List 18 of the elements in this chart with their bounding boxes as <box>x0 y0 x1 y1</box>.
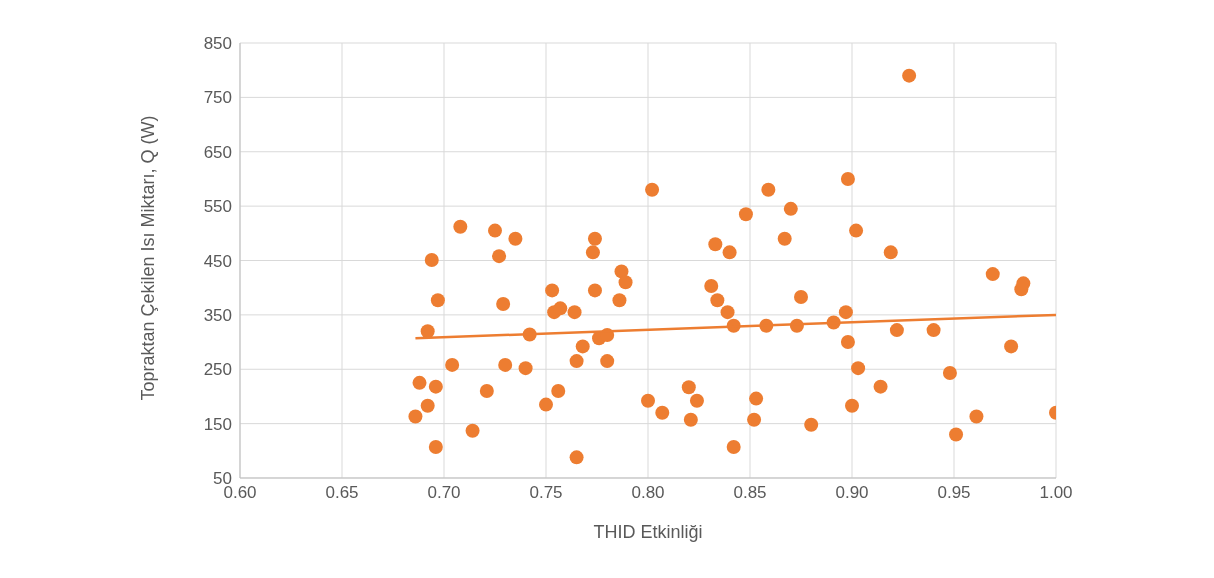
x-tick-label: 0.85 <box>733 483 767 503</box>
x-tick-label: 0.75 <box>529 483 563 503</box>
x-tick-label: 1.00 <box>1039 483 1073 503</box>
x-axis-title: THID Etkinliği <box>593 522 703 542</box>
y-tick-label: 650 <box>203 142 232 162</box>
x-tick-label: 0.90 <box>835 483 869 503</box>
y-tick-label: 850 <box>203 34 232 54</box>
x-tick-label: 0.70 <box>427 483 461 503</box>
y-tick-label: 150 <box>203 414 232 434</box>
y-tick-label: 250 <box>203 360 232 380</box>
y-tick-label: 550 <box>203 197 232 217</box>
x-tick-label: 0.95 <box>937 483 971 503</box>
x-tick-label: 0.65 <box>325 483 359 503</box>
y-tick-label: 450 <box>203 251 232 271</box>
y-tick-label: 350 <box>203 305 232 325</box>
y-tick-label: 750 <box>203 88 232 108</box>
x-tick-label: 0.80 <box>631 483 665 503</box>
y-axis-title: Topraktan Çekilen Isı Miktarı, Q (W) <box>138 115 159 401</box>
